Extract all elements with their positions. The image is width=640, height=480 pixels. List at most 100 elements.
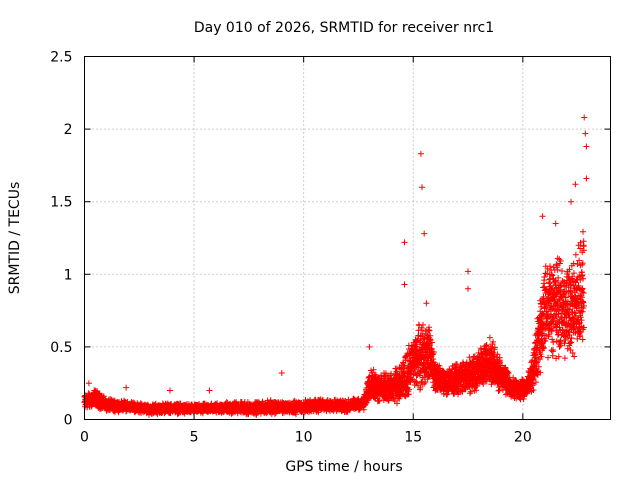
data-point [554,266,561,273]
data-point [561,355,568,362]
data-point [542,337,549,344]
data-point [370,366,377,373]
data-point [540,344,547,351]
data-point [553,323,560,330]
data-point [580,290,587,296]
data-point [417,384,424,391]
data-series-srmtid [81,114,590,418]
data-point [473,387,480,394]
plot-frame [84,56,611,420]
data-point [396,395,403,402]
data-point [538,303,545,310]
data-point [414,380,420,386]
data-point [401,281,408,288]
data-point [466,354,473,361]
data-point [559,268,565,274]
data-point [556,343,563,350]
data-point [467,388,474,395]
data-point [547,263,553,270]
data-point [566,331,573,338]
data-point [533,360,540,367]
x-axis-label: GPS time / hours [285,459,402,475]
y-tick-label: 2 [64,122,73,138]
data-point [502,365,509,372]
data-point [465,285,471,292]
data-point [570,260,577,267]
y-tick-label: 0 [64,413,73,429]
data-point [400,368,407,375]
data-point [540,293,547,300]
y-axis-label: SRMTID / TECUs [7,182,23,295]
data-point [430,349,437,355]
data-point [534,359,540,366]
data-point [557,338,564,345]
data-point [564,298,571,305]
data-point [419,184,425,191]
y-tick-label: 1 [64,267,73,283]
data-point [569,350,576,356]
data-point [491,344,498,351]
data-point [443,391,450,398]
data-point [579,272,586,278]
data-point [529,382,536,389]
x-tick-label: 10 [295,430,313,446]
data-point [572,251,579,258]
data-point [574,261,581,268]
data-point [496,359,503,366]
data-point [394,400,400,407]
data-point [418,324,425,331]
data-point [580,238,587,245]
data-point [571,309,578,316]
data-point [546,331,553,338]
data-point [428,345,435,352]
data-point [552,220,559,227]
data-point [555,331,562,338]
y-tick-labels: 00.511.522.5 [50,50,72,429]
data-point [572,181,579,188]
data-point [575,282,582,289]
data-point [420,321,426,328]
data-point [417,150,424,157]
data-point [579,308,586,315]
data-point [566,266,573,273]
data-point [486,334,493,341]
data-point [579,285,586,292]
data-point [581,302,587,309]
data-point [580,247,587,254]
data-point [535,363,542,370]
x-tick-label: 15 [404,430,422,446]
data-point [490,338,496,345]
data-point [580,228,586,235]
data-point [580,275,587,282]
data-point [579,260,586,267]
data-point [406,386,412,393]
data-point [562,294,569,301]
data-point [568,198,574,205]
data-point [530,387,537,393]
data-point [100,393,107,400]
data-point [577,245,584,252]
data-point [581,114,588,121]
data-point [556,306,563,313]
data-point [582,130,589,137]
data-point [550,339,557,346]
x-tick-label: 20 [514,430,532,446]
data-point [553,261,560,268]
data-point [495,387,502,394]
data-point [547,327,554,334]
data-point [85,380,92,387]
data-point [520,393,527,400]
data-point [545,354,551,361]
data-point [572,310,579,317]
data-point [567,288,574,295]
data-point [576,257,583,264]
data-point [538,353,545,360]
data-point [411,366,418,373]
data-point [571,353,578,360]
data-point [550,347,557,353]
data-point [533,379,539,386]
x-tick-labels: 0 5 10 15 20 [80,430,532,446]
data-point [583,143,590,150]
data-point [426,327,433,334]
